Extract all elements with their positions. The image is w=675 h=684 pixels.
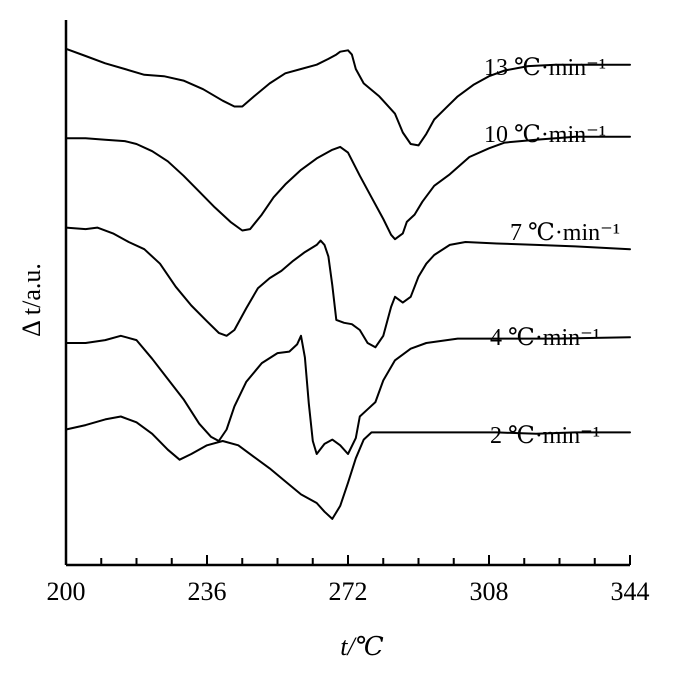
x-axis-title: t/℃ [340,632,384,661]
series-line-3 [65,334,631,455]
series-line-1 [65,135,631,241]
series-label-4: 2 ℃·min⁻¹ [490,423,600,449]
x-tick-label: 272 [329,577,368,606]
x-tick-label: 344 [611,577,650,606]
axes: 200 236 272 308 344 [47,20,650,606]
plot-area [65,47,631,520]
series-label-1: 10 ℃·min⁻¹ [484,122,606,148]
series-label-2: 7 ℃·min⁻¹ [510,220,620,246]
series-line-0 [65,47,631,147]
y-axis-title: Δ t/a.u. [17,263,46,337]
series-line-4 [65,415,631,520]
series-labels: 13 ℃·min⁻¹ 10 ℃·min⁻¹ 7 ℃·min⁻¹ 4 ℃·min⁻¹ 2 … [484,55,620,449]
series-label-3: 4 ℃·min⁻¹ [490,325,600,351]
x-tick-label: 308 [470,577,509,606]
x-tick-label: 236 [188,577,227,606]
series-label-0: 13 ℃·min⁻¹ [484,55,606,81]
series-line-2 [65,226,631,349]
x-tick-label: 200 [47,577,86,606]
